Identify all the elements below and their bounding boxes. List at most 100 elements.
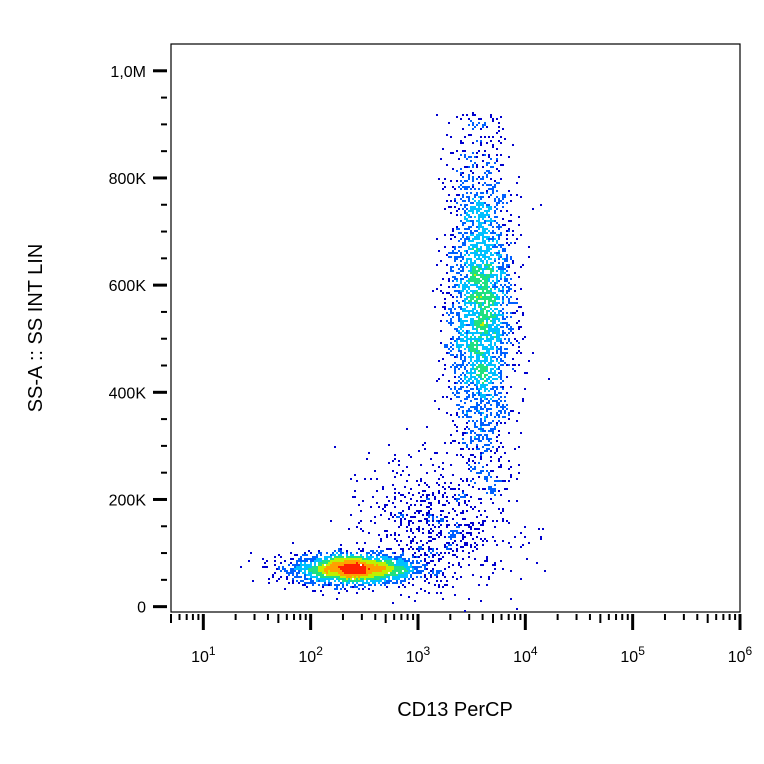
- event-dot: [540, 536, 542, 538]
- event-dot: [506, 266, 508, 268]
- event-dot: [308, 564, 310, 566]
- event-dot: [330, 564, 332, 566]
- event-dot: [400, 574, 402, 576]
- event-dot: [482, 544, 484, 546]
- event-dot: [486, 288, 488, 290]
- event-dot: [356, 578, 358, 580]
- event-dot: [466, 330, 468, 332]
- event-dot: [482, 178, 484, 180]
- event-dot: [468, 420, 470, 422]
- event-dot: [458, 240, 460, 242]
- event-dot: [340, 560, 342, 562]
- event-dot: [396, 574, 398, 576]
- event-dot: [342, 570, 344, 572]
- event-dot: [504, 276, 506, 278]
- event-dot: [514, 338, 516, 340]
- event-dot: [466, 372, 468, 374]
- event-dot: [490, 486, 492, 488]
- event-dot: [492, 386, 494, 388]
- event-dot: [418, 572, 420, 574]
- event-dot: [468, 362, 470, 364]
- event-dot: [482, 386, 484, 388]
- event-dot: [490, 338, 492, 340]
- event-dot: [500, 154, 502, 156]
- event-dot: [398, 526, 400, 528]
- event-dot: [278, 566, 280, 568]
- event-dot: [492, 236, 494, 238]
- event-dot: [466, 426, 468, 428]
- event-dot: [378, 562, 380, 564]
- event-dot: [468, 214, 470, 216]
- event-dot: [460, 512, 462, 514]
- event-dot: [460, 204, 462, 206]
- event-dot: [494, 206, 496, 208]
- event-dot: [454, 362, 456, 364]
- event-dot: [484, 284, 486, 286]
- event-dot: [490, 116, 492, 118]
- event-dot: [322, 576, 324, 578]
- event-dot: [480, 434, 482, 436]
- event-dot: [528, 360, 530, 362]
- event-dot: [478, 268, 480, 270]
- event-dot: [448, 532, 450, 534]
- event-dot: [476, 340, 478, 342]
- event-dot: [334, 572, 336, 574]
- event-dot: [470, 244, 472, 246]
- event-dot: [462, 284, 464, 286]
- event-dot: [480, 340, 482, 342]
- event-dot: [490, 178, 492, 180]
- event-dot: [478, 440, 480, 442]
- event-dot: [320, 578, 322, 580]
- event-dot: [342, 582, 344, 584]
- event-dot: [374, 558, 376, 560]
- event-dot: [492, 564, 494, 566]
- event-dot: [422, 528, 424, 530]
- event-dot: [468, 248, 470, 250]
- event-dot: [496, 190, 498, 192]
- event-dot: [364, 572, 366, 574]
- event-dot: [456, 278, 458, 280]
- event-dot: [460, 400, 462, 402]
- event-dot: [448, 552, 450, 554]
- event-dot: [362, 558, 364, 560]
- event-dot: [364, 568, 366, 570]
- event-dot: [390, 512, 392, 514]
- event-dot: [396, 576, 398, 578]
- event-dot: [454, 290, 456, 292]
- event-dot: [468, 186, 470, 188]
- event-dot: [482, 270, 484, 272]
- event-dot: [486, 286, 488, 288]
- event-dot: [342, 576, 344, 578]
- event-dot: [476, 290, 478, 292]
- event-dot: [494, 426, 496, 428]
- event-dot: [488, 352, 490, 354]
- event-dot: [410, 498, 412, 500]
- event-dot: [436, 264, 438, 266]
- event-dot: [454, 278, 456, 280]
- event-dot: [500, 352, 502, 354]
- event-dot: [372, 556, 374, 558]
- event-dot: [466, 296, 468, 298]
- event-dot: [330, 576, 332, 578]
- event-dot: [462, 270, 464, 272]
- event-dot: [330, 572, 332, 574]
- event-dot: [486, 184, 488, 186]
- event-dot: [494, 308, 496, 310]
- event-dot: [462, 534, 464, 536]
- event-dot: [436, 516, 438, 518]
- event-dot: [392, 484, 394, 486]
- event-dot: [428, 540, 430, 542]
- event-dot: [442, 314, 444, 316]
- event-dot: [460, 388, 462, 390]
- event-dot: [462, 224, 464, 226]
- event-dot: [484, 222, 486, 224]
- event-dot: [472, 198, 474, 200]
- event-dot: [420, 500, 422, 502]
- event-dot: [502, 386, 504, 388]
- event-dot: [510, 386, 512, 388]
- event-dot: [354, 584, 356, 586]
- event-dot: [502, 518, 504, 520]
- event-dot: [490, 404, 492, 406]
- event-dot: [456, 544, 458, 546]
- event-dot: [464, 300, 466, 302]
